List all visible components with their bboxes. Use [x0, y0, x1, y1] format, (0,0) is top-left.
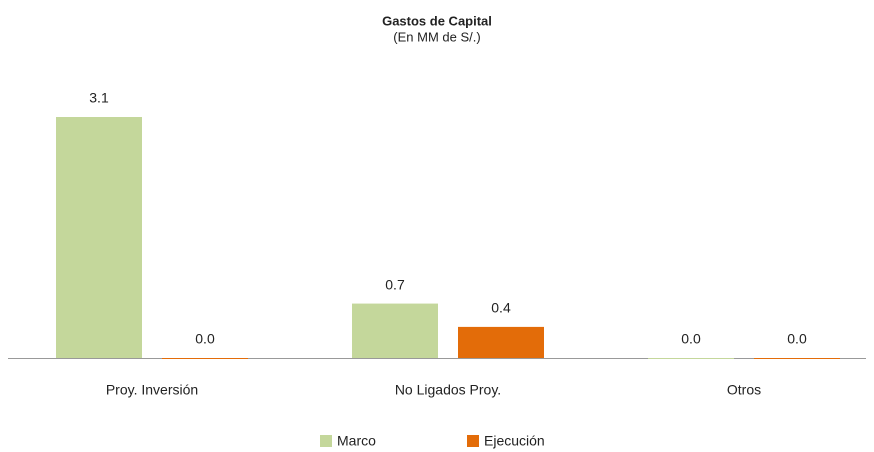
- x-tick-label: Otros: [727, 382, 761, 398]
- data-label: 0.0: [681, 331, 701, 347]
- legend-swatch: [467, 435, 479, 447]
- bar: [162, 358, 248, 359]
- data-label: 0.0: [195, 331, 215, 347]
- bar: [648, 358, 734, 359]
- legend-label: Marco: [337, 433, 376, 449]
- chart-subtitle: (En MM de S/.): [393, 29, 480, 44]
- legend-label: Ejecución: [484, 433, 545, 449]
- bar: [352, 303, 438, 358]
- data-label: 3.1: [89, 90, 109, 106]
- data-label: 0.4: [491, 300, 511, 316]
- bar: [754, 358, 840, 359]
- data-label: 0.0: [787, 331, 807, 347]
- x-tick-label: No Ligados Proy.: [395, 382, 501, 398]
- x-tick-label: Proy. Inversión: [106, 382, 198, 398]
- bar: [56, 117, 142, 358]
- data-label: 0.7: [385, 276, 405, 292]
- legend-swatch: [320, 435, 332, 447]
- chart-title: Gastos de Capital: [382, 13, 492, 28]
- bar: [458, 326, 544, 358]
